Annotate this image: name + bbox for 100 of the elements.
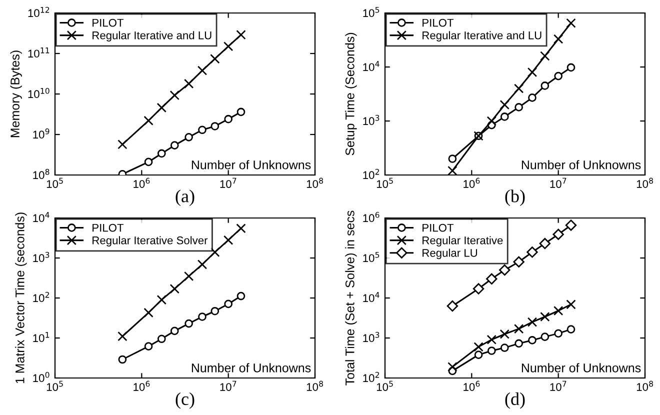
y-axis-title: Total Time (Set + Solve) in secs bbox=[345, 210, 357, 386]
x-tick-label: 10$^{7}$ bbox=[220, 178, 236, 188]
y-axis-title: 1 Matrix Vector Time (seconds) bbox=[15, 212, 27, 384]
x-tick-label: 10$^{6}$ bbox=[134, 178, 150, 188]
point bbox=[528, 336, 536, 344]
x-axis-title: Number of Unknowns bbox=[522, 363, 641, 372]
x-tick-label: 10$^{5}$ bbox=[376, 178, 393, 188]
point bbox=[514, 84, 524, 94]
point bbox=[528, 94, 536, 102]
y-axis-title: Memory (Bytes) bbox=[10, 50, 22, 138]
x-tick-label: 10$^{5}$ bbox=[46, 380, 63, 391]
legend-label: Regular Iterative Solver bbox=[92, 236, 208, 246]
y-tick-label: 10$^{3}$ bbox=[363, 332, 380, 342]
x-tick-label: 10$^{8}$ bbox=[306, 380, 323, 391]
point bbox=[540, 332, 550, 341]
point bbox=[474, 350, 483, 359]
point bbox=[144, 116, 154, 126]
point bbox=[513, 256, 524, 268]
y-tick-label: 10$^{5}$ bbox=[363, 7, 380, 18]
point bbox=[500, 344, 509, 352]
legend-label: PILOT bbox=[92, 18, 124, 27]
y-tick-label: 10$^{10}$ bbox=[28, 88, 50, 98]
text: (b) bbox=[505, 190, 525, 206]
point bbox=[184, 319, 193, 328]
x-tick-label: 10$^{7}$ bbox=[220, 380, 236, 391]
point bbox=[486, 334, 496, 344]
point bbox=[184, 78, 194, 89]
text: (a) bbox=[176, 190, 194, 206]
point bbox=[198, 312, 206, 321]
point bbox=[157, 334, 166, 344]
point bbox=[552, 228, 564, 240]
x-axis-title: Number of Unknowns bbox=[192, 160, 311, 170]
y-tick-label: 10$^{2}$ bbox=[363, 372, 379, 382]
point bbox=[514, 339, 523, 348]
point bbox=[500, 100, 510, 110]
x-tick-label: 10$^{8}$ bbox=[306, 178, 323, 188]
point bbox=[514, 103, 523, 112]
y-tick-label: 10$^{2}$ bbox=[363, 168, 379, 180]
point bbox=[553, 34, 564, 44]
point bbox=[156, 294, 166, 305]
x-tick-label: 10$^{7}$ bbox=[550, 178, 566, 188]
y-tick-label: 10$^{4}$ bbox=[363, 61, 380, 72]
point bbox=[144, 308, 154, 318]
legend-label: PILOT bbox=[422, 224, 454, 232]
x-tick-label: 10$^{6}$ bbox=[134, 380, 150, 391]
point bbox=[566, 63, 576, 72]
point bbox=[500, 112, 509, 121]
point bbox=[156, 102, 166, 113]
point bbox=[514, 324, 524, 334]
y-tick-label: 10$^{9}$ bbox=[33, 128, 50, 139]
y-tick-label: 10$^{12}$ bbox=[28, 6, 50, 18]
y-tick-label: 10$^{2}$ bbox=[33, 292, 49, 302]
point bbox=[540, 312, 550, 322]
point bbox=[540, 51, 550, 61]
point bbox=[539, 238, 551, 250]
point bbox=[224, 114, 232, 124]
x-tick-label: 10$^{8}$ bbox=[636, 380, 653, 391]
point bbox=[565, 220, 577, 231]
x-tick-label: 10$^{8}$ bbox=[636, 178, 653, 188]
y-tick-label: 10$^{11}$ bbox=[28, 48, 50, 58]
y-tick-label: 10$^{4}$ bbox=[363, 292, 380, 302]
point bbox=[210, 54, 220, 64]
point bbox=[144, 342, 153, 350]
point bbox=[472, 283, 484, 294]
point bbox=[170, 90, 180, 100]
point bbox=[486, 273, 498, 285]
point bbox=[487, 346, 496, 355]
x-tick-label: 10$^{7}$ bbox=[550, 380, 566, 391]
y-tick-label: 10$^{3}$ bbox=[33, 252, 50, 262]
point bbox=[144, 158, 153, 166]
point bbox=[554, 72, 562, 80]
point bbox=[527, 317, 538, 327]
point bbox=[223, 42, 234, 52]
point bbox=[184, 132, 193, 142]
x-tick-label: 10$^{5}$ bbox=[46, 178, 63, 188]
point bbox=[566, 300, 576, 310]
x-tick-label: 10$^{5}$ bbox=[376, 380, 393, 391]
point bbox=[526, 246, 538, 258]
point bbox=[198, 126, 206, 134]
y-tick-label: 10$^{6}$ bbox=[363, 212, 380, 222]
y-tick-label: 10$^{5}$ bbox=[363, 252, 380, 262]
point bbox=[197, 260, 208, 270]
point bbox=[566, 325, 576, 334]
y-tick-label: 10$^{3}$ bbox=[363, 114, 380, 126]
legend-label: PILOT bbox=[422, 18, 454, 27]
point bbox=[527, 67, 538, 78]
point bbox=[500, 329, 510, 339]
legend-label: Regular Iterative and LU bbox=[422, 31, 542, 42]
y-tick-label: 10$^{8}$ bbox=[33, 168, 50, 180]
point bbox=[236, 108, 246, 116]
point bbox=[224, 300, 232, 308]
point bbox=[170, 284, 180, 294]
x-axis-title: Number of Unknowns bbox=[522, 160, 641, 170]
point bbox=[474, 342, 484, 352]
text: (d) bbox=[505, 392, 525, 409]
point bbox=[157, 149, 166, 158]
text: (c) bbox=[176, 392, 194, 409]
y-axis-title: Setup Time (Seconds) bbox=[345, 32, 357, 156]
point bbox=[236, 224, 246, 234]
point bbox=[223, 235, 234, 245]
